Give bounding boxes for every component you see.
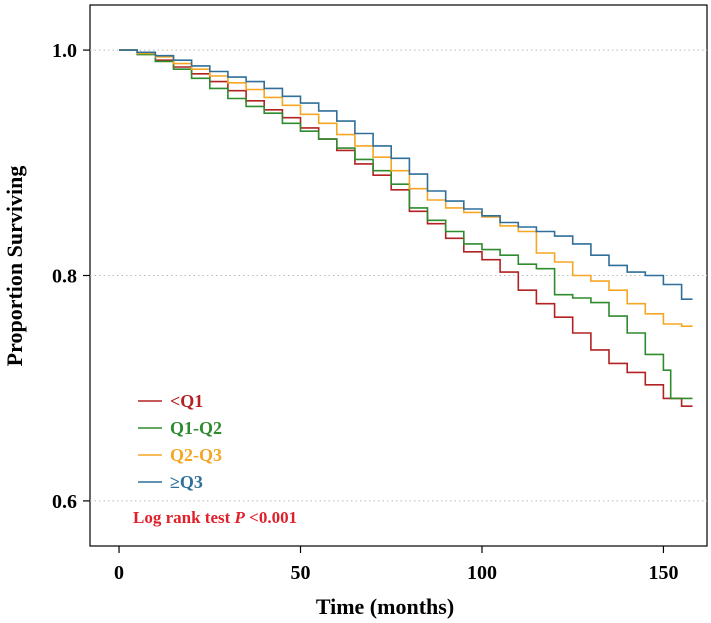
x-tick-label: 50 (291, 562, 311, 584)
log-rank-annotation: Log rank test P <0.001 (133, 508, 297, 527)
series-line-1 (119, 49, 693, 400)
annotation-prefix: Log rank test (133, 508, 235, 527)
series-line-0 (119, 49, 693, 407)
legend-label-1: Q1-Q2 (170, 418, 222, 438)
y-tick-label: 0.6 (52, 491, 77, 513)
series-line-2 (119, 49, 693, 327)
y-axis-title: Proportion Surviving (2, 166, 27, 367)
annotation-value: <0.001 (245, 508, 297, 527)
x-tick-label: 150 (648, 562, 678, 584)
annotation-p: P (234, 508, 246, 527)
legend: <Q1 Q1-Q2 Q2-Q3 ≥Q3 (138, 391, 222, 492)
legend-label-2: Q2-Q3 (170, 445, 222, 465)
x-tick-label: 0 (114, 562, 124, 584)
y-tick-label: 0.8 (52, 266, 77, 288)
x-axis-title: Time (months) (316, 594, 454, 619)
legend-label-0: <Q1 (170, 391, 203, 411)
x-tick-label: 100 (467, 562, 497, 584)
legend-label-3: ≥Q3 (170, 472, 203, 492)
y-tick-label: 1.0 (52, 40, 77, 62)
series-line-3 (119, 49, 693, 300)
